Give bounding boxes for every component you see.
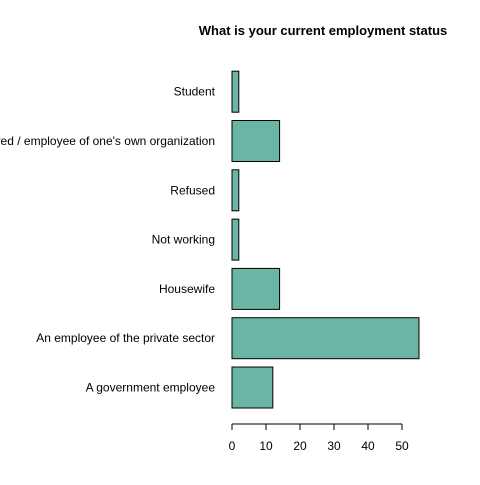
chart-title: What is your current employment status [199,23,448,38]
category-label: Housewife [159,282,215,296]
category-label: An employee of the private sector [36,331,215,345]
bar [231,169,240,212]
bar [231,317,420,360]
category-label: Refused [170,183,215,197]
x-tick-label: 40 [361,439,375,453]
bar [231,218,240,261]
bar [231,267,281,310]
category-labels: A government employee An employee of the … [0,85,216,395]
x-axis: 0 10 20 30 40 50 [229,423,409,453]
category-label: Self-employed / employee of one's own or… [0,134,215,148]
category-label: Not working [152,233,215,247]
x-tick-label: 20 [293,439,307,453]
category-label: Student [174,85,216,99]
x-tick-label: 0 [229,439,236,453]
x-tick-label: 50 [395,439,409,453]
x-tick-label: 30 [327,439,341,453]
bars [231,70,420,409]
bar [231,120,281,162]
x-tick-label: 10 [259,439,273,453]
bar [231,70,240,113]
category-label: A government employee [86,381,216,395]
bar [231,366,274,409]
